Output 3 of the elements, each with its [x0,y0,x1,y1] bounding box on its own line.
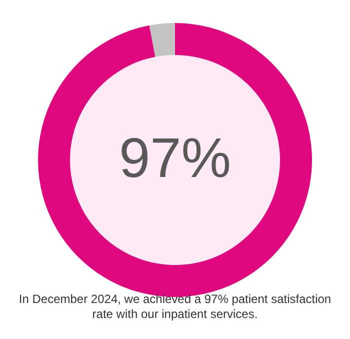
text: 97% [118,126,232,189]
donut-slice [149,23,175,57]
text: In December 2024, we achieved a 97% patient satisfaction rate with our inpatient services. [18,292,332,322]
